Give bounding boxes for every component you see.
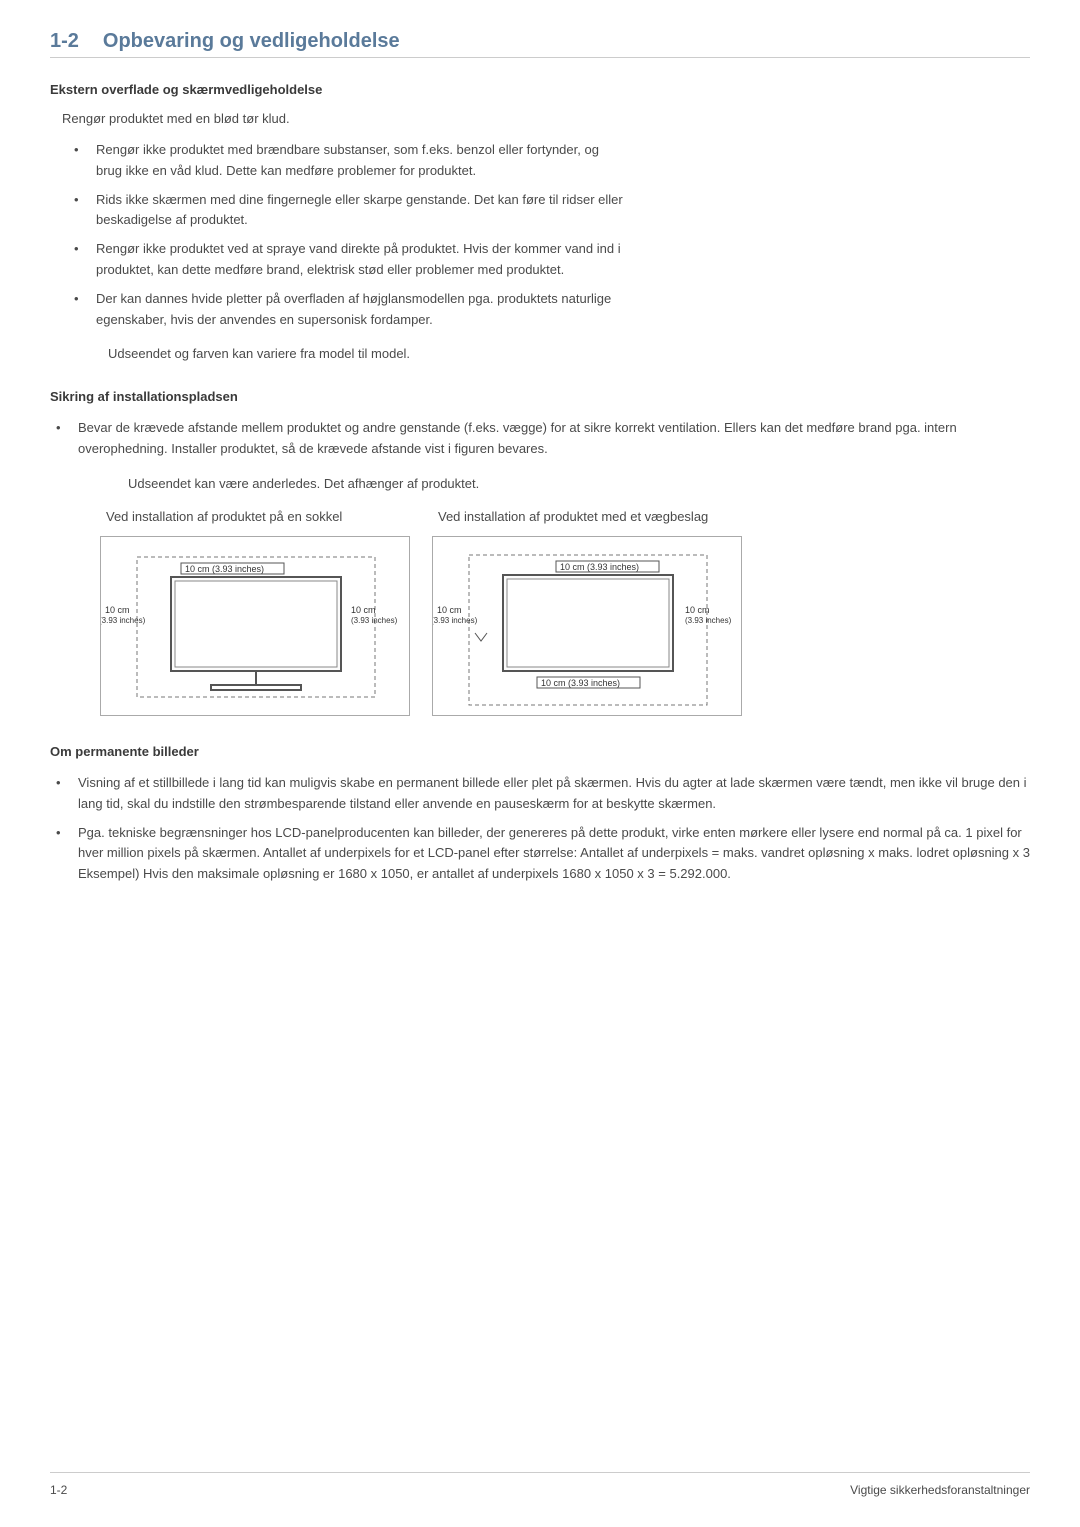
- diagram-label-right1: 10 cm: [685, 605, 710, 615]
- diagram-label-right1: 10 cm: [351, 605, 376, 615]
- part3-heading: Om permanente billeder: [50, 744, 1030, 759]
- part1-heading: Ekstern overflade og skærmvedligeholdels…: [50, 82, 1030, 97]
- bullet-text: Rids ikke skærmen med dine fingernegle e…: [96, 192, 623, 228]
- diagram-label-top: 10 cm (3.93 inches): [185, 564, 264, 574]
- list-item: Visning af et stillbillede i lang tid ka…: [50, 773, 1030, 815]
- part3-block: Om permanente billeder Visning af et sti…: [50, 744, 1030, 885]
- bullet-text: Der kan dannes hvide pletter på overflad…: [96, 291, 611, 327]
- part2-heading: Sikring af installationspladsen: [50, 389, 1030, 404]
- part3-bullets: Visning af et stillbillede i lang tid ka…: [50, 773, 1030, 885]
- list-item: Rengør ikke produktet ved at spraye vand…: [68, 239, 628, 281]
- diagram-label-right2: (3.93 inches): [685, 616, 732, 625]
- diagram-right-caption: Ved installation af produktet med et væg…: [438, 509, 742, 524]
- section-number: 1-2: [50, 30, 79, 53]
- diagram-left-caption: Ved installation af produktet på en sokk…: [106, 509, 410, 524]
- list-item: Pga. tekniske begrænsninger hos LCD-pane…: [50, 823, 1030, 885]
- diagram-label-left2: (3.93 inches): [101, 616, 146, 625]
- part1-note: Udseendet og farven kan variere fra mode…: [108, 346, 1030, 361]
- bullet-text: Visning af et stillbillede i lang tid ka…: [78, 775, 1027, 811]
- bullet-text: Rengør ikke produktet ved at spraye vand…: [96, 241, 621, 277]
- diagram-left-box: 10 cm (3.93 inches) 10 cm (3.93 inches) …: [100, 536, 410, 716]
- list-item: Der kan dannes hvide pletter på overflad…: [68, 289, 628, 331]
- diagram-label-left1: 10 cm: [105, 605, 130, 615]
- diagram-label-bottom: 10 cm (3.93 inches): [541, 678, 620, 688]
- diagram-label-right2: (3.93 inches): [351, 616, 398, 625]
- diagram-left-column: Ved installation af produktet på en sokk…: [100, 509, 410, 716]
- list-item: Rengør ikke produktet med brændbare subs…: [68, 140, 628, 182]
- diagram-stand-svg: 10 cm (3.93 inches) 10 cm (3.93 inches) …: [101, 537, 411, 717]
- footer-left: 1-2: [50, 1483, 67, 1497]
- part2-block: Sikring af installationspladsen Bevar de…: [50, 389, 1030, 716]
- diagram-label-left2: (3.93 inches): [433, 616, 478, 625]
- diagram-wall-svg: 10 cm (3.93 inches) 10 cm (3.93 inches) …: [433, 537, 743, 717]
- bullet-text: Rengør ikke produktet med brændbare subs…: [96, 142, 599, 178]
- diagram-label-top: 10 cm (3.93 inches): [560, 562, 639, 572]
- footer-right: Vigtige sikkerhedsforanstaltninger: [850, 1483, 1030, 1497]
- diagram-row: Ved installation af produktet på en sokk…: [100, 509, 1030, 716]
- diagram-right-box: 10 cm (3.93 inches) 10 cm (3.93 inches) …: [432, 536, 742, 716]
- part2-note: Udseendet kan være anderledes. Det afhæn…: [128, 476, 1030, 491]
- list-item: Bevar de krævede afstande mellem produkt…: [50, 418, 1030, 460]
- part2-bullets: Bevar de krævede afstande mellem produkt…: [50, 418, 1030, 460]
- bullet-text: Bevar de krævede afstande mellem produkt…: [78, 420, 957, 456]
- diagram-right-column: Ved installation af produktet med et væg…: [432, 509, 742, 716]
- section-title: Opbevaring og vedligeholdelse: [103, 30, 400, 53]
- bullet-text: Pga. tekniske begrænsninger hos LCD-pane…: [78, 825, 1030, 882]
- diagram-label-left1: 10 cm: [437, 605, 462, 615]
- part1-bullets: Rengør ikke produktet med brændbare subs…: [68, 140, 1030, 330]
- list-item: Rids ikke skærmen med dine fingernegle e…: [68, 190, 628, 232]
- page-footer: 1-2 Vigtige sikkerhedsforanstaltninger: [50, 1472, 1030, 1497]
- part1-intro: Rengør produktet med en blød tør klud.: [62, 111, 1030, 126]
- part1-block: Ekstern overflade og skærmvedligeholdels…: [50, 82, 1030, 361]
- section-header: 1-2 Opbevaring og vedligeholdelse: [50, 30, 1030, 58]
